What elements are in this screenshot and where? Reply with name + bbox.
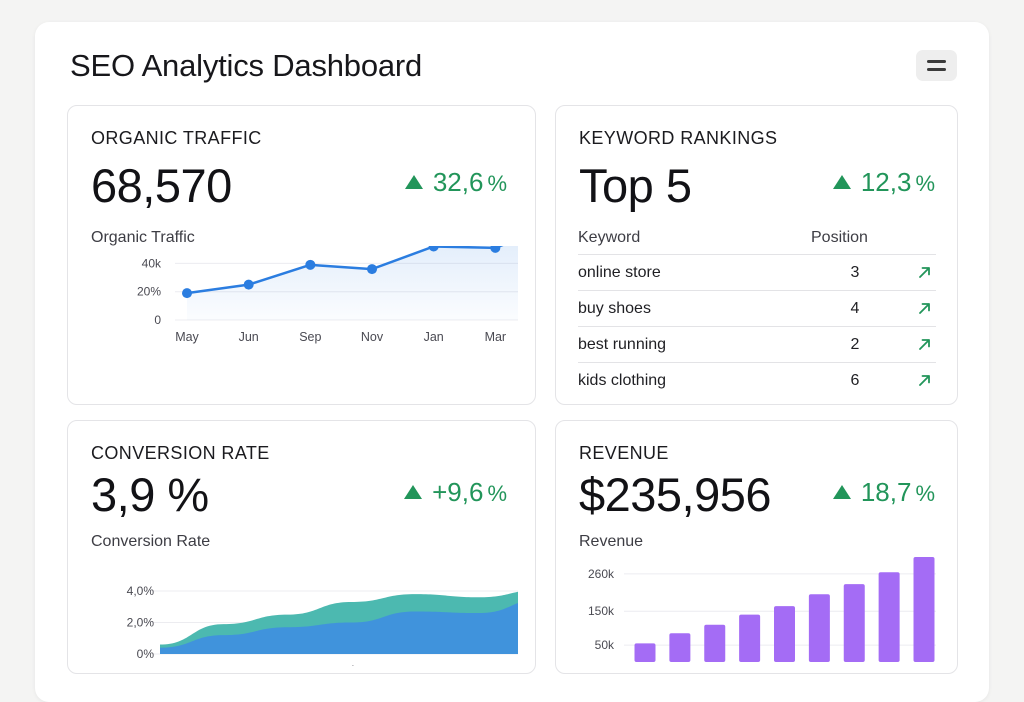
x-tick-label: Sep (277, 664, 299, 666)
conversion-rate-chart: 4,0%2,0%0%MayJunSepOktJanMarApr (127, 584, 518, 666)
keyword-cell: kids clothing (578, 372, 667, 389)
data-point (305, 259, 316, 270)
keyword-rankings-value: Top 5 (579, 159, 692, 212)
card-title: REVENUE (579, 443, 669, 463)
revenue-chart: 260k150k50kMayJunSepNovJanMarAprMaiApr (588, 557, 936, 662)
delta-value: 18,7 (860, 477, 912, 507)
card-title: ORGANIC TRAFFIC (91, 128, 262, 148)
y-tick-label: 150k (588, 604, 615, 618)
y-tick-label: 20% (137, 285, 161, 299)
position-cell: 4 (850, 300, 860, 317)
x-tick-label: Jan (405, 664, 425, 666)
keyword-cell: best running (578, 336, 667, 353)
conversion-rate-value: 3,9 % (91, 468, 209, 521)
up-right-arrow-icon (919, 267, 930, 278)
x-tick-label: Mar (485, 330, 507, 344)
up-triangle-icon (832, 485, 851, 499)
revenue-delta: 18,7% (832, 477, 935, 508)
column-header-position: Position (811, 229, 868, 246)
x-tick-label: Mar (468, 664, 490, 666)
x-tick-label: Jun (214, 664, 234, 666)
delta-value: +9,6 (432, 477, 484, 507)
delta-unit: % (487, 481, 507, 506)
organic-traffic-chart: 70k40k20%0MayJunSepNovJanMarApr (137, 246, 518, 344)
data-point (428, 246, 439, 252)
x-tick-label: Jun (239, 330, 259, 344)
bar (739, 614, 761, 662)
data-point (243, 279, 254, 290)
up-triangle-icon (404, 175, 423, 189)
delta-unit: % (915, 171, 935, 196)
y-tick-label: 260k (588, 567, 615, 581)
position-cell: 2 (850, 336, 860, 353)
up-triangle-icon (832, 175, 851, 189)
hamburger-menu-icon[interactable] (916, 50, 957, 81)
x-tick-label: Jan (424, 330, 444, 344)
delta-value: 32,6 (432, 167, 484, 197)
data-point (367, 264, 377, 275)
bar (808, 594, 830, 662)
keyword-rankings-delta: 12,3% (832, 167, 935, 198)
card-title: CONVERSION RATE (91, 443, 270, 463)
column-header-keyword: Keyword (578, 229, 641, 246)
delta-value: 12,3 (860, 167, 912, 197)
conversion-rate-delta: +9,6% (404, 477, 507, 508)
up-right-arrow-icon (919, 375, 930, 386)
table-row[interactable]: kids clothing 6 (578, 362, 936, 399)
page-title: SEO Analytics Dashboard (70, 48, 423, 83)
chart-label: Organic Traffic (91, 229, 195, 246)
position-cell: 6 (850, 372, 860, 389)
organic-traffic-delta: 32,6% (404, 167, 507, 198)
area-series-blue (160, 603, 518, 654)
y-tick-label: 40k (142, 256, 162, 270)
bar (913, 557, 935, 662)
up-triangle-icon (404, 485, 423, 499)
card-title: KEYWORD RANKINGS (579, 128, 778, 148)
bar (669, 633, 691, 662)
bar (843, 584, 865, 662)
keyword-rankings-card: KEYWORD RANKINGS Top 5 12,3% Keyword Pos… (555, 105, 958, 405)
keyword-cell: online store (578, 264, 661, 281)
bar (704, 624, 726, 662)
menu-line (927, 68, 946, 71)
y-tick-label: 4,0% (127, 584, 155, 598)
position-cell: 3 (850, 264, 860, 281)
area-fill (187, 246, 518, 320)
x-tick-label: Sep (299, 330, 321, 344)
organic-traffic-value: 68,570 (91, 159, 232, 212)
x-tick-label: May (148, 664, 172, 666)
menu-line (927, 60, 946, 63)
keyword-cell: buy shoes (578, 300, 651, 317)
chart-label: Conversion Rate (91, 533, 211, 550)
table-row[interactable]: online store 3 (578, 254, 936, 291)
data-point (182, 288, 192, 299)
bar (878, 572, 900, 662)
data-point (490, 246, 501, 253)
conversion-rate-card: CONVERSION RATE 3,9 % +9,6% Conversion R… (67, 420, 536, 674)
up-right-arrow-icon (919, 339, 930, 350)
dashboard-panel: SEO Analytics Dashboard ORGANIC TRAFFIC … (35, 22, 989, 702)
y-tick-label: 2,0% (127, 616, 155, 630)
organic-traffic-card: ORGANIC TRAFFIC 68,570 32,6% Organic Tra… (67, 105, 536, 405)
delta-unit: % (915, 481, 935, 506)
table-row[interactable]: best running 2 (578, 326, 936, 363)
y-tick-label: 0 (154, 313, 161, 327)
delta-unit: % (487, 171, 507, 196)
bar (774, 606, 795, 662)
chart-label: Revenue (579, 533, 644, 550)
revenue-card: REVENUE $235,956 18,7% Revenue 260k 150k 5… (555, 420, 958, 674)
up-right-arrow-icon (919, 303, 930, 314)
x-tick-label: May (175, 330, 199, 344)
revenue-value: $235,956 (579, 468, 772, 521)
table-row[interactable]: buy shoes 4 (578, 290, 936, 327)
bar (634, 643, 656, 662)
x-tick-label: Nov (361, 330, 384, 344)
y-tick-label: 50k (595, 638, 615, 652)
x-tick-label: Okt (342, 664, 362, 666)
y-tick-label: 0% (137, 647, 155, 661)
